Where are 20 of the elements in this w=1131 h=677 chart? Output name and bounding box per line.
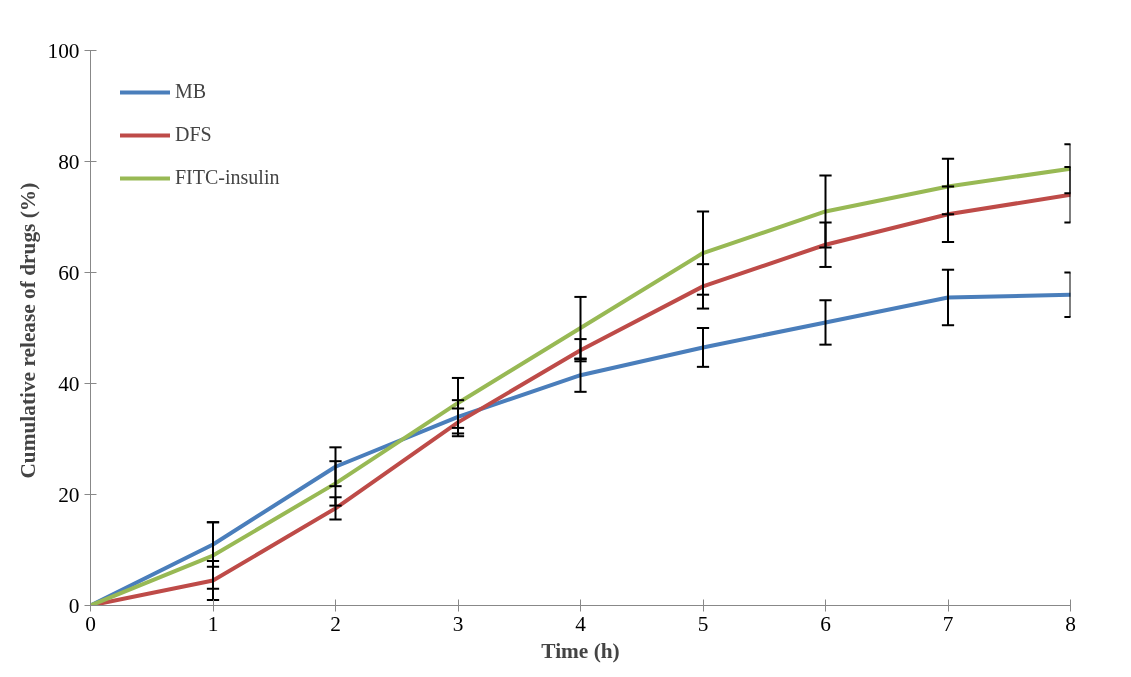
y-tick-label: 100 xyxy=(47,38,80,63)
x-tick-label: 4 xyxy=(575,611,587,636)
x-tick-label: 1 xyxy=(207,611,219,636)
x-tick-label: 8 xyxy=(1065,611,1076,636)
x-axis-title: Time (h) xyxy=(541,638,620,663)
y-axis-title: Cumulative release of drugs (%) xyxy=(15,182,40,479)
y-tick-label: 0 xyxy=(68,593,80,618)
y-tick-label: 60 xyxy=(58,260,80,285)
x-tick-label: 2 xyxy=(330,611,341,636)
x-tick-label: 0 xyxy=(85,611,96,636)
x-tick-label: 3 xyxy=(452,611,464,636)
x-tick-label: 5 xyxy=(697,611,709,636)
x-tick-label: 6 xyxy=(820,611,832,636)
y-tick-label: 40 xyxy=(58,371,80,396)
legend-label: FITC-insulin xyxy=(175,166,280,189)
y-tick-label: 20 xyxy=(58,482,80,507)
y-tick-label: 80 xyxy=(58,149,80,174)
legend-label: MB xyxy=(175,80,207,103)
x-tick-label: 7 xyxy=(942,611,954,636)
legend-label: DFS xyxy=(175,123,212,146)
